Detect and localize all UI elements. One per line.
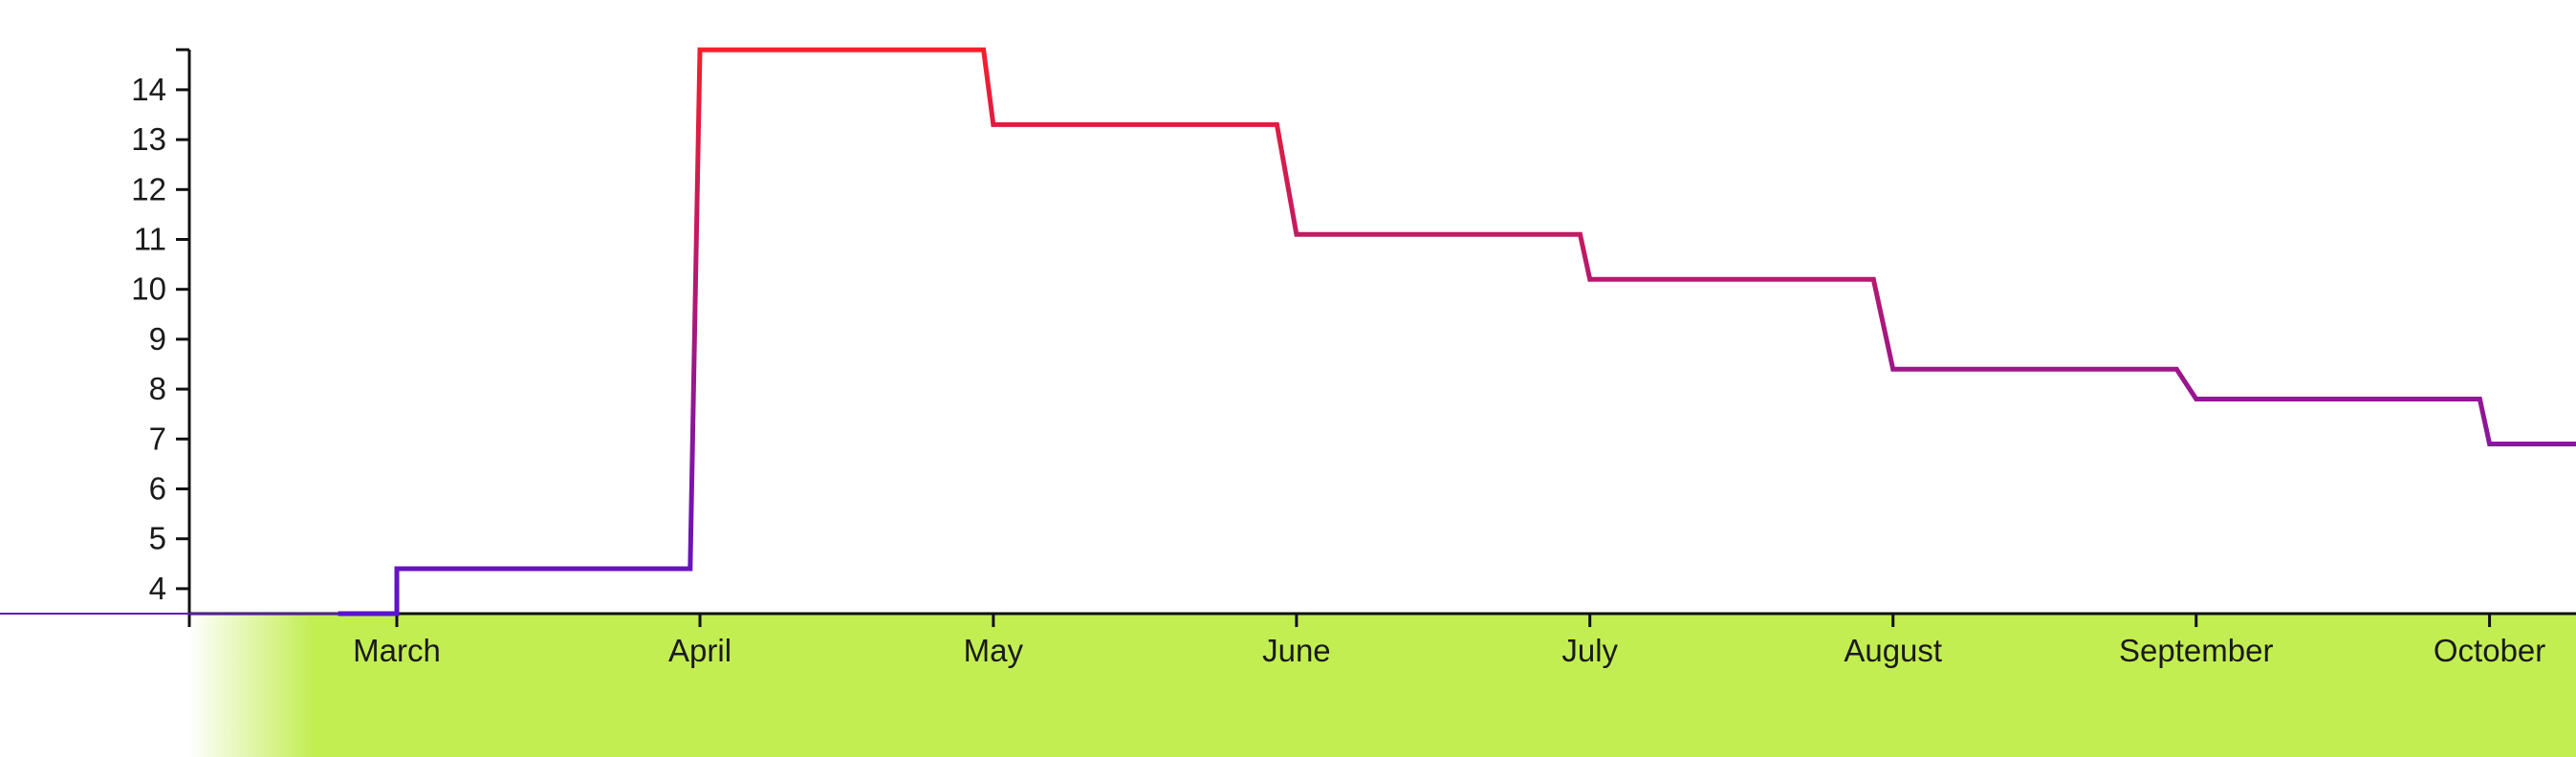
- y-tick-label-9: 9: [149, 321, 166, 357]
- axis-band: [314, 614, 2576, 757]
- axis-band-fade: [189, 614, 314, 757]
- y-tick-label-13: 13: [131, 121, 166, 157]
- y-tick-label-11: 11: [134, 222, 166, 257]
- y-tick-label-14: 14: [131, 72, 166, 107]
- y-tick-label-10: 10: [131, 271, 166, 307]
- y-tick-label-4: 4: [149, 571, 166, 606]
- x-tick-label-august: August: [1844, 633, 1942, 668]
- y-tick-label-8: 8: [149, 371, 166, 406]
- x-tick-label-june: June: [1262, 633, 1331, 668]
- y-tick-label-12: 12: [131, 171, 166, 206]
- x-tick-label-september: September: [2119, 633, 2273, 668]
- x-tick-label-may: May: [964, 633, 1024, 668]
- y-tick-label-7: 7: [149, 421, 166, 456]
- series-line: [338, 47, 2576, 616]
- x-tick-label-july: July: [1561, 633, 1618, 668]
- y-tick-label-5: 5: [149, 521, 166, 556]
- x-tick-label-march: March: [353, 633, 441, 668]
- x-tick-label-october: October: [2434, 633, 2545, 668]
- x-tick-label-april: April: [668, 633, 731, 668]
- y-tick-label-6: 6: [149, 471, 166, 507]
